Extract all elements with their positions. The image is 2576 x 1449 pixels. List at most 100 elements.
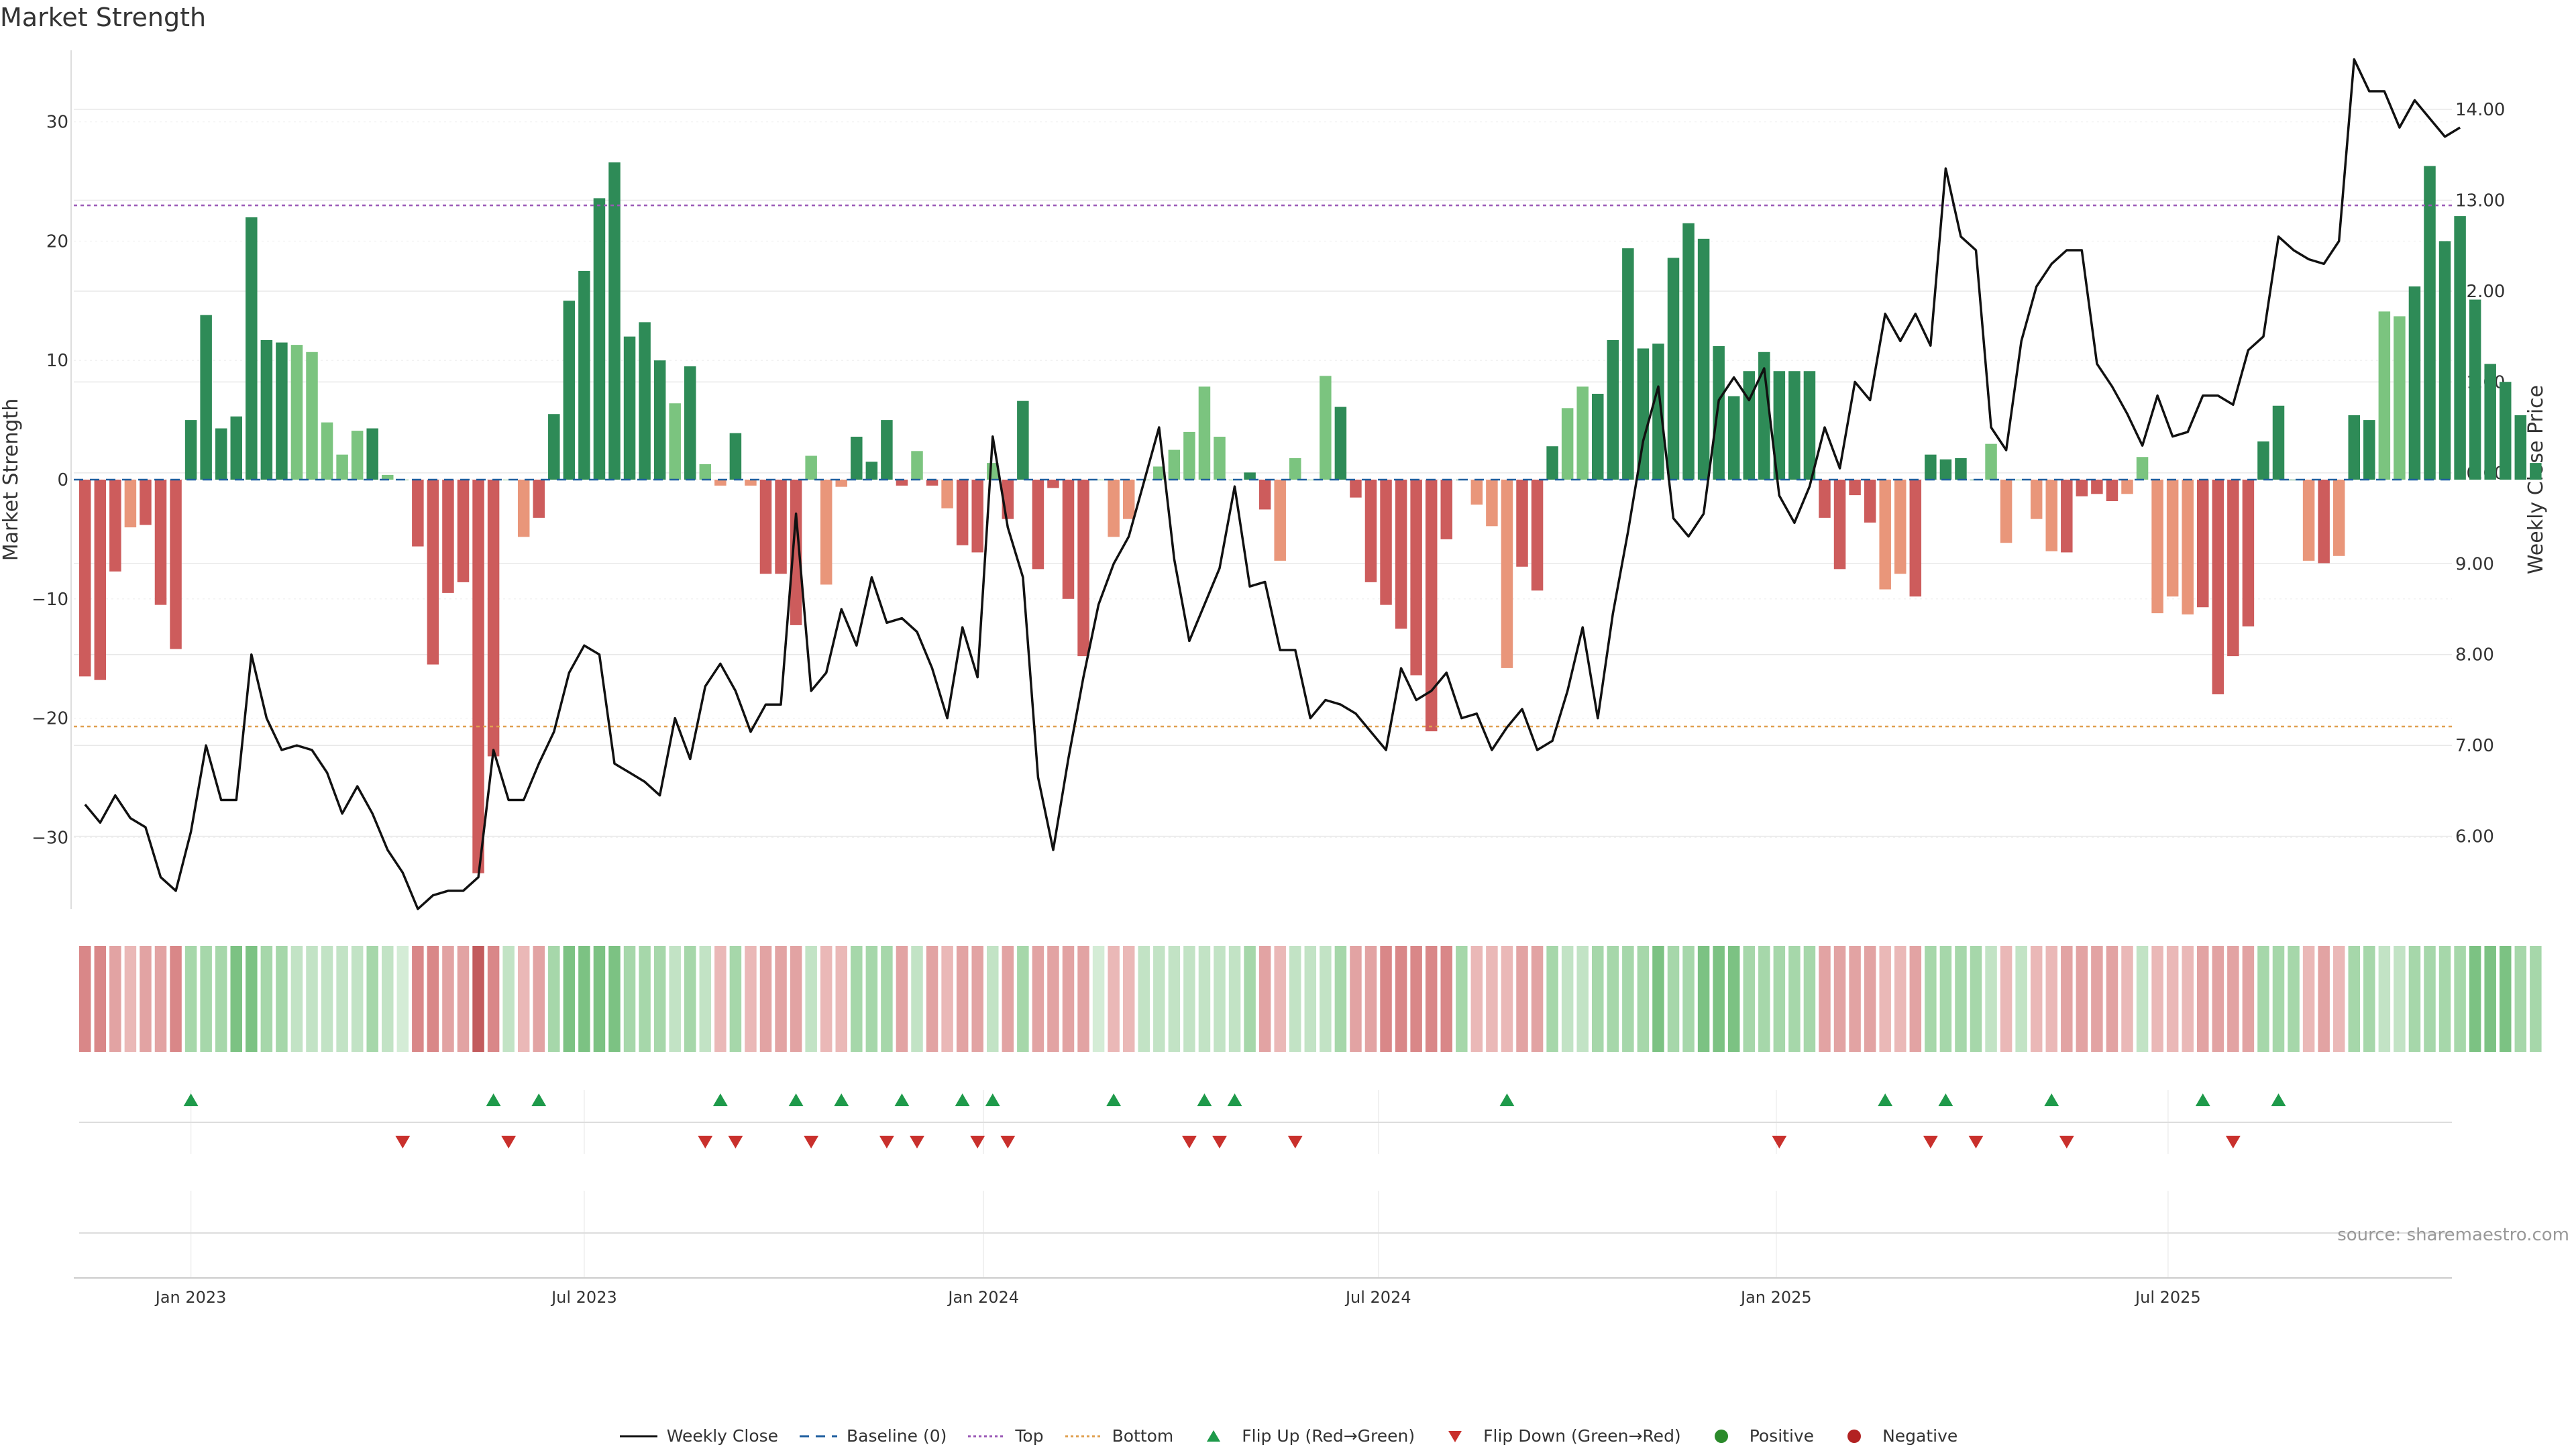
strength-strip-cell bbox=[1697, 946, 1710, 1052]
strength-strip-cell bbox=[1470, 946, 1483, 1052]
strength-strip-cell bbox=[1092, 946, 1105, 1052]
strength-strip-cell bbox=[896, 946, 908, 1052]
legend-symbol bbox=[1448, 1430, 1462, 1442]
strength-strip-cell bbox=[533, 946, 545, 1052]
strength-bar bbox=[851, 437, 863, 480]
strength-bar bbox=[412, 480, 424, 547]
y-tick-label: 0 bbox=[57, 470, 68, 490]
strength-strip-cell bbox=[2363, 946, 2375, 1052]
strength-strip-cell bbox=[608, 946, 621, 1052]
strength-strip-cell bbox=[260, 946, 273, 1052]
strength-bar bbox=[729, 433, 742, 480]
strength-bar bbox=[1682, 223, 1695, 480]
strength-strip-cell bbox=[2332, 946, 2345, 1052]
flip-up-marker bbox=[183, 1093, 199, 1106]
strength-strip-cell bbox=[351, 946, 364, 1052]
strength-bar bbox=[639, 322, 651, 480]
strength-strip-cell bbox=[578, 946, 590, 1052]
strength-bar bbox=[1727, 396, 1740, 480]
strength-bar bbox=[306, 352, 318, 480]
strength-bar bbox=[200, 315, 212, 480]
strength-strip-cell bbox=[759, 946, 772, 1052]
legend-item: Flip Down (Green→Red) bbox=[1435, 1426, 1681, 1446]
strength-strip-cell bbox=[1622, 946, 1634, 1052]
strength-strip-cell bbox=[820, 946, 833, 1052]
strength-bar bbox=[941, 480, 953, 508]
flip-down-marker bbox=[1287, 1136, 1303, 1148]
strength-bar bbox=[2408, 286, 2421, 480]
strength-strip-cell bbox=[865, 946, 878, 1052]
strength-bar bbox=[1440, 480, 1452, 539]
strength-strip-cell bbox=[2257, 946, 2269, 1052]
flip-down-marker bbox=[395, 1136, 411, 1148]
strength-bar bbox=[1576, 386, 1589, 480]
strength-strip-cell bbox=[1214, 946, 1226, 1052]
flip-up-marker bbox=[1499, 1093, 1515, 1106]
strength-bar bbox=[2348, 415, 2360, 480]
strength-strip-cell bbox=[517, 946, 530, 1052]
strength-strip-cell bbox=[2197, 946, 2209, 1052]
strength-strip-cell bbox=[1909, 946, 1922, 1052]
strength-strip-cell bbox=[1244, 946, 1256, 1052]
strength-strip-cell bbox=[2500, 946, 2512, 1052]
strength-strip-cell bbox=[2469, 946, 2481, 1052]
strength-strip-cell bbox=[2318, 946, 2330, 1052]
strength-strip-cell bbox=[2438, 946, 2451, 1052]
flip-down-marker bbox=[728, 1136, 743, 1148]
strength-bar bbox=[140, 480, 152, 525]
strength-strip-cell bbox=[1062, 946, 1075, 1052]
y-tick-label: −20 bbox=[32, 709, 68, 729]
page-title: Market Strength bbox=[0, 3, 207, 32]
strength-bar bbox=[2166, 480, 2179, 597]
strength-strip-cell bbox=[1017, 946, 1029, 1052]
y2-tick-label: 13.00 bbox=[2455, 191, 2505, 211]
strength-strip-cell bbox=[1607, 946, 1619, 1052]
legend-swatch bbox=[1448, 1430, 1462, 1442]
strength-strip-cell bbox=[2076, 946, 2088, 1052]
legend-label: Baseline (0) bbox=[847, 1426, 947, 1446]
strength-strip-cell bbox=[2045, 946, 2057, 1052]
strength-strip-cell bbox=[881, 946, 893, 1052]
y2-tick-label: 9.00 bbox=[2455, 554, 2494, 574]
legend-symbol bbox=[1714, 1429, 1728, 1443]
strength-bar bbox=[1214, 437, 1226, 480]
strength-strip-cell bbox=[1198, 946, 1211, 1052]
strength-strip-cell bbox=[366, 946, 378, 1052]
strength-bar bbox=[1652, 343, 1664, 480]
strength-strip-cell bbox=[1773, 946, 1786, 1052]
flip-down-marker bbox=[1000, 1136, 1016, 1148]
strength-bar bbox=[775, 480, 787, 574]
strength-bar bbox=[1516, 480, 1528, 567]
strength-bar bbox=[2061, 480, 2073, 553]
strength-bar bbox=[956, 480, 969, 545]
strength-bar bbox=[2424, 166, 2436, 480]
strength-bar bbox=[442, 480, 454, 593]
strength-bar bbox=[835, 480, 847, 487]
strength-strip-cell bbox=[684, 946, 696, 1052]
y2-tick-label: 6.00 bbox=[2455, 827, 2494, 847]
flip-up-marker bbox=[2195, 1093, 2210, 1106]
strength-strip-cell bbox=[1440, 946, 1452, 1052]
x-tick-label: Jul 2024 bbox=[1344, 1288, 1411, 1307]
legend-swatch bbox=[1065, 1435, 1103, 1437]
strength-bar bbox=[1364, 480, 1377, 582]
strength-bar bbox=[2454, 216, 2466, 480]
strength-strip-cell bbox=[1849, 946, 1861, 1052]
strength-bar bbox=[1546, 446, 1558, 480]
strength-bar bbox=[457, 480, 470, 582]
strength-bar bbox=[382, 474, 394, 480]
strength-bar bbox=[805, 455, 817, 480]
legend-swatch bbox=[968, 1435, 1006, 1437]
strength-bar bbox=[1334, 407, 1347, 480]
strength-bar bbox=[1743, 371, 1755, 480]
strength-strip-cell bbox=[2302, 946, 2315, 1052]
flip-down-marker bbox=[910, 1136, 924, 1148]
strength-strip-cell bbox=[1727, 946, 1740, 1052]
strength-bar bbox=[215, 428, 227, 480]
legend-symbol bbox=[1847, 1429, 1862, 1443]
strength-bar bbox=[1819, 480, 1831, 518]
strength-strip-cell bbox=[2378, 946, 2391, 1052]
flip-up-marker bbox=[712, 1093, 728, 1106]
strength-bar bbox=[684, 366, 696, 480]
strength-strip-cell bbox=[1183, 946, 1195, 1052]
